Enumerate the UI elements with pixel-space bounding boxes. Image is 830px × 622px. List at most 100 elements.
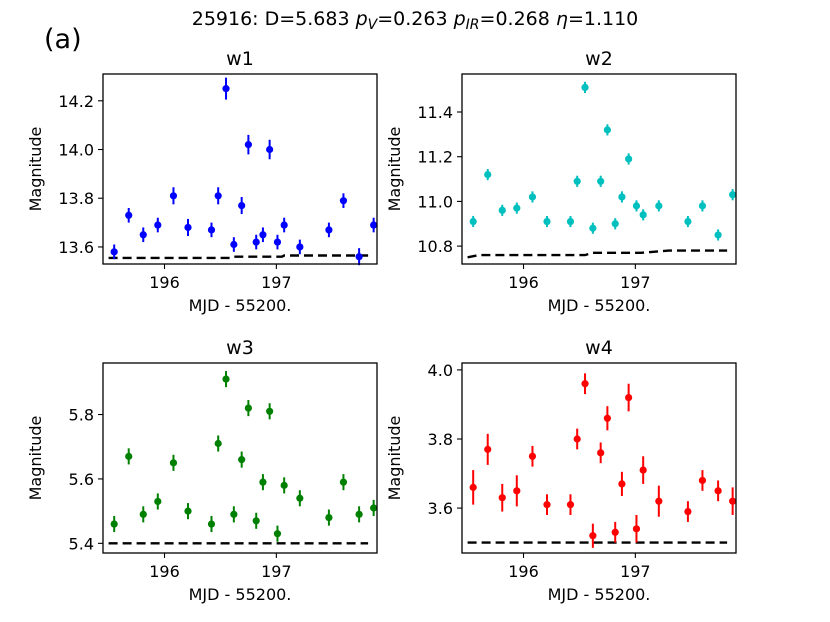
- y-axis-label: Magnitude: [26, 127, 45, 212]
- data-point: [154, 497, 162, 506]
- data-point: [484, 170, 492, 179]
- data-point: [139, 231, 147, 239]
- data-point: [618, 480, 626, 488]
- data-point: [573, 177, 581, 185]
- pv-value: =0.263: [377, 8, 453, 30]
- panel-title: w1: [226, 48, 254, 70]
- eta-value: =1.110: [568, 8, 638, 30]
- data-point: [566, 217, 575, 226]
- data-point: [714, 231, 722, 239]
- panel-title: w3: [226, 337, 254, 359]
- y-tick-label: 5.4: [69, 534, 94, 553]
- x-tick-label: 197: [261, 562, 292, 581]
- data-point: [252, 517, 260, 525]
- panel-letter: (a): [44, 24, 82, 55]
- y-tick-label: 11.4: [417, 103, 453, 122]
- data-point: [110, 248, 118, 256]
- data-point: [597, 449, 605, 457]
- data-point: [498, 494, 506, 502]
- y-tick-label: 4.0: [428, 361, 453, 380]
- data-point: [230, 240, 238, 249]
- plot-frame: [461, 73, 737, 265]
- data-point: [513, 487, 521, 495]
- data-point: [252, 238, 260, 246]
- data-point: [296, 494, 304, 502]
- data-point: [566, 501, 575, 509]
- y-axis-label: Magnitude: [385, 416, 404, 501]
- data-point: [581, 380, 589, 388]
- y-tick-label: 13.8: [58, 189, 94, 208]
- panel-w2: w2 196 197 10.8 11.0 11.2 11.4 MJD - 55200. Magn…: [385, 48, 737, 315]
- data-point: [603, 126, 611, 134]
- panel-w3: w3 196 197 5.4 5.6 5.8 MJD - 55200. Magnitude: [26, 337, 378, 604]
- data-point: [698, 476, 707, 485]
- pir-value: =0.268: [480, 8, 556, 30]
- data-point: [139, 510, 147, 518]
- data-point: [125, 452, 133, 460]
- plot-frame: [461, 362, 737, 554]
- data-point: [543, 501, 551, 509]
- data-point: [355, 510, 363, 518]
- panel-title: w4: [585, 337, 613, 359]
- y-tick-label: 11.2: [417, 148, 453, 167]
- data-point: [655, 202, 663, 210]
- data-point: [655, 497, 663, 505]
- data-point: [339, 478, 348, 486]
- data-point: [543, 217, 551, 226]
- data-point: [589, 224, 597, 232]
- panel-w1: w1 196 197 13.6 13.8 14.0 14.2 MJD - 55200. Magn…: [26, 48, 378, 315]
- data-point: [625, 393, 633, 402]
- data-point: [370, 221, 378, 229]
- x-axis-label: MJD - 55200.: [189, 296, 292, 315]
- x-tick-label: 196: [508, 562, 539, 581]
- data-point: [125, 211, 133, 219]
- data-point: [513, 204, 521, 212]
- data-point: [611, 528, 619, 536]
- data-point: [581, 83, 589, 92]
- data-point: [169, 459, 178, 467]
- data-point: [325, 226, 333, 234]
- data-point: [469, 483, 477, 491]
- y-axis-label: Magnitude: [26, 416, 45, 501]
- data-point: [207, 520, 216, 528]
- x-axis-label: MJD - 55200.: [189, 585, 292, 604]
- data-point: [618, 193, 626, 201]
- title-prefix: 25916: D=5.683: [192, 8, 356, 30]
- data-point: [639, 211, 647, 219]
- pir-subscript: IR: [466, 17, 480, 33]
- data-point: [355, 253, 363, 261]
- y-tick-label: 5.8: [69, 406, 94, 425]
- data-point: [639, 466, 647, 474]
- data-point: [184, 507, 192, 515]
- data-point: [259, 231, 267, 239]
- figure-title: 25916: D=5.683 pV=0.263 pIR=0.268 η=1.11…: [192, 8, 639, 33]
- data-point: [528, 452, 537, 460]
- data-point: [222, 85, 230, 93]
- model-line: [467, 249, 728, 259]
- data-point: [611, 220, 619, 228]
- data-point: [110, 520, 118, 528]
- data-point: [729, 497, 737, 505]
- data-point: [632, 525, 641, 533]
- data-point: [244, 141, 252, 149]
- data-point: [280, 221, 288, 229]
- x-axis-label: MJD - 55200.: [548, 585, 651, 604]
- data-point: [698, 202, 707, 210]
- data-point: [207, 226, 216, 234]
- eta-symbol: η: [556, 8, 568, 30]
- y-axis-label: Magnitude: [385, 127, 404, 212]
- y-tick-label: 3.8: [428, 430, 453, 449]
- data-point: [222, 375, 230, 383]
- data-point: [244, 404, 252, 412]
- data-point: [684, 217, 692, 226]
- panel-title: w2: [585, 48, 613, 70]
- data-point: [169, 192, 178, 200]
- pir-symbol: p: [453, 8, 466, 30]
- plot-frame: [102, 362, 378, 554]
- model-line: [108, 254, 369, 260]
- data-point: [370, 504, 378, 512]
- y-tick-label: 3.6: [428, 499, 453, 518]
- data-point: [214, 439, 222, 448]
- data-point: [573, 435, 581, 443]
